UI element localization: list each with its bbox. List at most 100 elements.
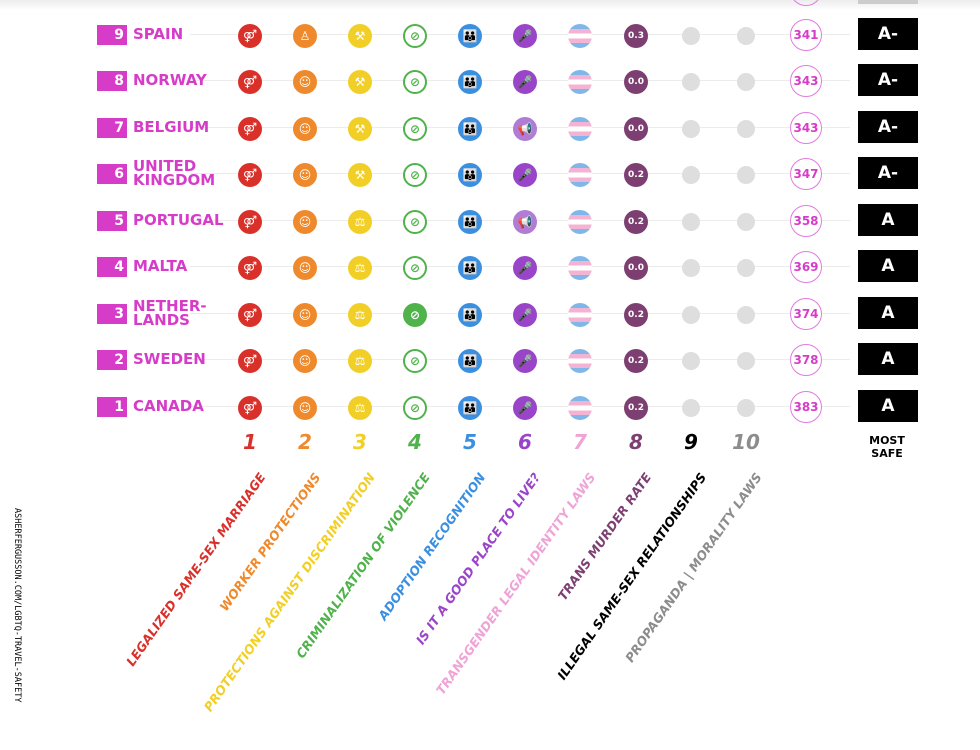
- group-icon: ☺: [293, 303, 317, 327]
- rank-badge: 2: [97, 350, 127, 370]
- score-circle: 347: [790, 158, 822, 190]
- grade-box: A-: [858, 111, 918, 143]
- country-name: BELGIUM: [133, 118, 210, 136]
- score-circle: 374: [790, 298, 822, 330]
- table-row: 7 BELGIUM ⚤ ☺ ⚒ ⊘ 👪 📢 0.0 343 A-: [0, 108, 980, 148]
- scales-icon: ⚖: [348, 303, 372, 327]
- trans-flag-icon: [568, 303, 592, 327]
- murder-rate-value: 0.2: [624, 303, 648, 327]
- grade-box: A: [858, 297, 918, 329]
- rank-badge: 7: [97, 118, 127, 138]
- marriage-icon: ⚤: [238, 396, 262, 420]
- family-icon: 👪: [458, 70, 482, 94]
- grade-box: A: [858, 250, 918, 282]
- category-number: 3: [353, 430, 367, 454]
- country-name: UNITED KINGDOM: [133, 157, 216, 189]
- table-row: 1 CANADA ⚤ ☺ ⚖ ⊘ 👪 🎤 0.2 383 A: [0, 387, 980, 427]
- group-icon: ☺: [293, 163, 317, 187]
- murder-rate-value: 0.2: [624, 396, 648, 420]
- murder-rate-value: 0.0: [624, 256, 648, 280]
- no-hate-filled-icon: ⊘: [403, 303, 427, 327]
- category-number: 6: [518, 430, 532, 454]
- grade-box: A-: [858, 157, 918, 189]
- category-number: 10: [732, 430, 760, 454]
- marriage-icon: ⚤: [238, 349, 262, 373]
- microphone-icon: 🎤: [513, 396, 537, 420]
- family-icon: 👪: [458, 24, 482, 48]
- grade-header: MOST SAFE: [869, 434, 905, 460]
- no-hate-icon: ⊘: [403, 163, 427, 187]
- no-hate-icon: ⊘: [403, 117, 427, 141]
- no-hate-icon: ⊘: [403, 256, 427, 280]
- murder-rate-value: 0.2: [624, 163, 648, 187]
- marriage-icon: ⚤: [238, 24, 262, 48]
- score-circle: 378: [790, 344, 822, 376]
- group-icon: ☺: [293, 210, 317, 234]
- grade-box: A-: [858, 18, 918, 50]
- marriage-icon: ⚤: [238, 210, 262, 234]
- table-row: 8 NORWAY ⚤ ☺ ⚒ ⊘ 👪 🎤 0.0 343 A-: [0, 61, 980, 101]
- empty-indicator: [682, 259, 700, 277]
- scales-icon: ⚖: [348, 349, 372, 373]
- microphone-icon: 🎤: [513, 163, 537, 187]
- previous-grade-box: [858, 0, 918, 4]
- trans-flag-icon: [568, 210, 592, 234]
- family-icon: 👪: [458, 256, 482, 280]
- group-icon: ☺: [293, 349, 317, 373]
- score-circle: 341: [790, 19, 822, 51]
- table-row: 4 MALTA ⚤ ☺ ⚖ ⊘ 👪 🎤 0.0 369 A: [0, 247, 980, 287]
- murder-rate-value: 0.2: [624, 210, 648, 234]
- country-name: CANADA: [133, 397, 204, 415]
- category-number: 8: [629, 430, 643, 454]
- table-row: 2 SWEDEN ⚤ ☺ ⚖ ⊘ 👪 🎤 0.2 378 A: [0, 340, 980, 380]
- rank-badge: 3: [97, 304, 127, 324]
- microphone-icon: 🎤: [513, 256, 537, 280]
- empty-indicator: [737, 73, 755, 91]
- category-number: 2: [298, 430, 312, 454]
- gavel-icon: ⚒: [348, 117, 372, 141]
- group-icon: ☺: [293, 117, 317, 141]
- category-label: TRANS MURDER RATE: [554, 470, 655, 604]
- no-hate-icon: ⊘: [403, 349, 427, 373]
- empty-indicator: [682, 166, 700, 184]
- category-number: 5: [463, 430, 477, 454]
- microphone-icon: 🎤: [513, 303, 537, 327]
- grade-box: A: [858, 204, 918, 236]
- table-row: 5 PORTUGAL ⚤ ☺ ⚖ ⊘ 👪 📢 0.2 358 A: [0, 201, 980, 241]
- empty-indicator: [682, 120, 700, 138]
- top-shadow: [0, 0, 980, 10]
- watermark: ASHERFERGUSSON.COM/LGBTQ-TRAVEL-SAFETY: [12, 508, 22, 703]
- score-circle: 343: [790, 65, 822, 97]
- trans-flag-icon: [568, 70, 592, 94]
- family-icon: 👪: [458, 349, 482, 373]
- grade-box: A: [858, 390, 918, 422]
- trans-flag-icon: [568, 163, 592, 187]
- empty-indicator: [682, 27, 700, 45]
- empty-indicator: [737, 213, 755, 231]
- category-number: 4: [408, 430, 422, 454]
- no-hate-icon: ⊘: [403, 70, 427, 94]
- empty-indicator: [737, 166, 755, 184]
- family-icon: 👪: [458, 163, 482, 187]
- empty-indicator: [682, 306, 700, 324]
- no-hate-icon: ⊘: [403, 210, 427, 234]
- trans-flag-icon: [568, 24, 592, 48]
- murder-rate-value: 0.3: [624, 24, 648, 48]
- marriage-icon: ⚤: [238, 70, 262, 94]
- score-circle: 369: [790, 251, 822, 283]
- empty-indicator: [737, 399, 755, 417]
- score-circle: 358: [790, 205, 822, 237]
- gavel-icon: ⚒: [348, 24, 372, 48]
- category-number: 9: [684, 430, 698, 454]
- country-name: SWEDEN: [133, 350, 206, 368]
- microphone-icon: 🎤: [513, 349, 537, 373]
- group-icon: ☺: [293, 256, 317, 280]
- table-row: 9 SPAIN ⚤ ♙ ⚒ ⊘ 👪 🎤 0.3 341 A-: [0, 15, 980, 55]
- microphone-icon: 🎤: [513, 70, 537, 94]
- rank-badge: 5: [97, 211, 127, 231]
- family-icon: 👪: [458, 117, 482, 141]
- murder-rate-value: 0.2: [624, 349, 648, 373]
- category-label: WORKER PROTECTIONS: [216, 470, 324, 614]
- megaphone-icon: 📢: [513, 210, 537, 234]
- marriage-icon: ⚤: [238, 117, 262, 141]
